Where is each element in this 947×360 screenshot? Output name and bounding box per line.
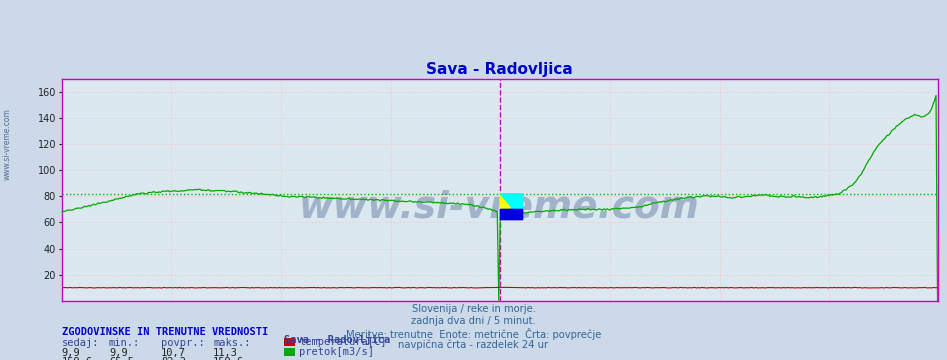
Text: Meritve: trenutne  Enote: metrične  Črta: povprečje: Meritve: trenutne Enote: metrične Črta: … (346, 328, 601, 340)
Text: www.si-vreme.com: www.si-vreme.com (299, 190, 700, 226)
Text: 82,2: 82,2 (161, 357, 186, 360)
Text: 65,5: 65,5 (109, 357, 134, 360)
Text: navpična črta - razdelek 24 ur: navpična črta - razdelek 24 ur (399, 340, 548, 350)
Text: pretok[m3/s]: pretok[m3/s] (299, 347, 374, 357)
Text: povpr.:: povpr.: (161, 338, 205, 348)
Text: 10,7: 10,7 (161, 348, 186, 358)
Text: ZGODOVINSKE IN TRENUTNE VREDNOSTI: ZGODOVINSKE IN TRENUTNE VREDNOSTI (62, 327, 268, 337)
Text: 11,3: 11,3 (213, 348, 238, 358)
Title: Sava - Radovljica: Sava - Radovljica (426, 62, 573, 77)
Text: Sava - Radovljica: Sava - Radovljica (284, 334, 390, 345)
Text: 9,9: 9,9 (62, 348, 80, 358)
Text: sedaj:: sedaj: (62, 338, 99, 348)
Polygon shape (500, 194, 522, 219)
Text: 159,6: 159,6 (62, 357, 93, 360)
Text: 9,9: 9,9 (109, 348, 128, 358)
Text: Slovenija / reke in morje.: Slovenija / reke in morje. (412, 304, 535, 314)
Polygon shape (500, 210, 522, 219)
Text: www.si-vreme.com: www.si-vreme.com (3, 108, 12, 180)
Text: maks.:: maks.: (213, 338, 251, 348)
Text: temperatura[C]: temperatura[C] (299, 337, 386, 347)
Text: zadnja dva dni / 5 minut.: zadnja dva dni / 5 minut. (411, 316, 536, 326)
Text: 159,6: 159,6 (213, 357, 244, 360)
Polygon shape (500, 194, 522, 219)
Polygon shape (500, 194, 522, 219)
Polygon shape (500, 210, 522, 219)
Text: min.:: min.: (109, 338, 140, 348)
Polygon shape (500, 194, 522, 219)
